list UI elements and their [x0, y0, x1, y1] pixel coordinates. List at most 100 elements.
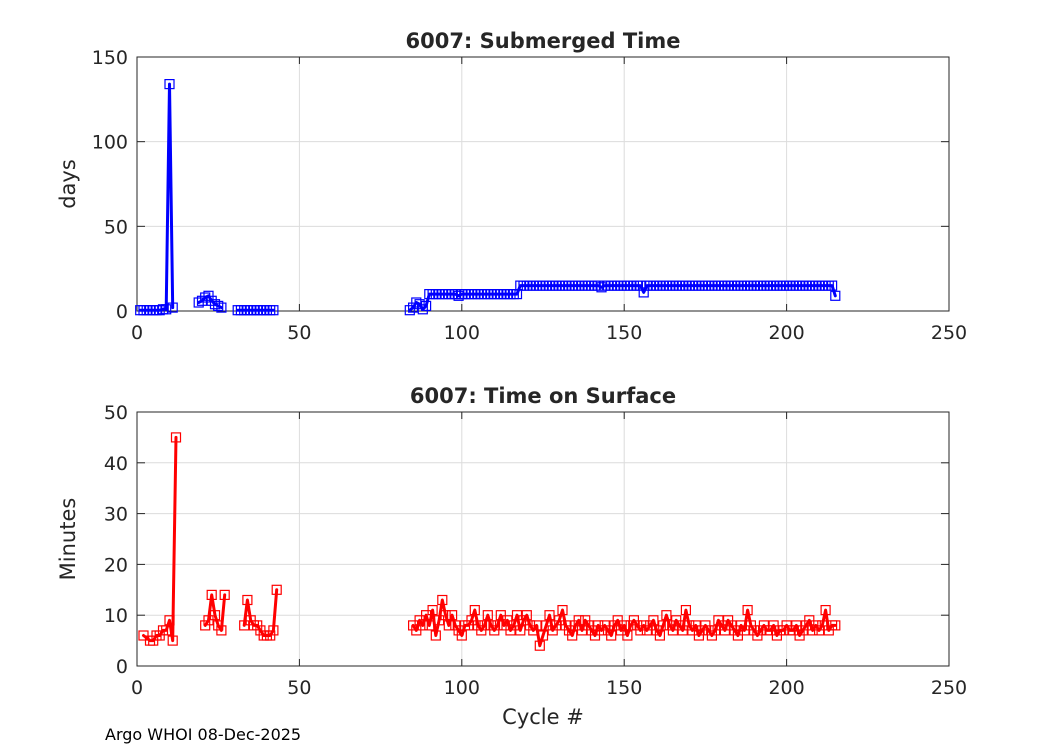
data-point [544, 610, 555, 621]
data-point [447, 610, 458, 621]
data-point [167, 302, 178, 313]
chart-title: 6007: Time on Surface [410, 384, 676, 408]
data-point [404, 305, 415, 316]
chart-title: 6007: Submerged Time [405, 29, 680, 53]
data-point [154, 305, 165, 316]
x-tick-label: 250 [931, 677, 967, 699]
data-point [430, 630, 441, 641]
data-point [625, 620, 636, 631]
data-point [242, 594, 253, 606]
data-point [830, 620, 841, 631]
data-point [161, 625, 172, 636]
data-point [635, 280, 646, 291]
data-point [453, 290, 464, 301]
data-point [209, 610, 221, 621]
data-point [200, 292, 211, 303]
data-point [411, 297, 422, 308]
data-point [648, 615, 659, 626]
y-tick-label: 100 [92, 132, 128, 154]
data-point [680, 604, 692, 616]
data-point [268, 305, 279, 316]
data-point [440, 610, 451, 621]
data-point [421, 300, 432, 311]
data-point [661, 610, 672, 621]
data-point [443, 620, 454, 631]
x-tick-label: 200 [768, 677, 804, 699]
x-axis-label: Cycle # [502, 705, 584, 729]
data-point [557, 604, 568, 616]
data-point [456, 630, 467, 641]
data-point [479, 620, 490, 631]
y-tick-label: 10 [104, 605, 128, 627]
y-tick-label: 50 [104, 216, 128, 238]
data-point [596, 282, 607, 293]
data-point [206, 295, 217, 306]
data-point [170, 432, 182, 443]
data-point [424, 620, 435, 631]
data-point [722, 615, 734, 626]
data-point [612, 615, 623, 626]
data-point [161, 304, 172, 315]
data-point [206, 589, 217, 601]
data-point [742, 604, 753, 616]
data-point [638, 287, 649, 298]
data-point [531, 620, 542, 631]
data-point [671, 615, 682, 626]
data-point [534, 640, 545, 651]
plot-area [137, 57, 949, 311]
footer-credit: Argo WHOI 08-Dec-2025 [105, 725, 302, 744]
data-point [463, 620, 474, 631]
data-point [167, 635, 178, 646]
data-point [593, 280, 604, 291]
y-tick-label: 30 [104, 504, 128, 526]
data-point [200, 620, 211, 631]
axes-frame [136, 56, 950, 312]
data-point [421, 610, 432, 621]
data-point [271, 584, 282, 595]
x-tick-label: 100 [444, 677, 480, 699]
data-point [245, 615, 256, 626]
data-point [830, 290, 841, 301]
data-point [466, 615, 477, 626]
x-tick-label: 0 [131, 677, 143, 699]
data-point [219, 589, 230, 601]
data-point [658, 620, 669, 631]
y-tick-label: 40 [104, 453, 128, 475]
data-point [550, 620, 562, 631]
x-tick-label: 100 [444, 322, 480, 344]
data-point [554, 615, 565, 626]
data-point [427, 604, 438, 616]
y-tick-label: 20 [104, 554, 128, 576]
data-point [408, 302, 419, 313]
data-point [417, 620, 428, 631]
x-tick-label: 150 [606, 677, 642, 699]
axes-frame [136, 411, 950, 667]
data-point [216, 625, 227, 636]
data-point [437, 594, 448, 606]
data-point [216, 302, 227, 313]
data-point [492, 620, 503, 631]
data-point [820, 604, 831, 616]
y-axis-label: days [56, 159, 80, 209]
data-point [213, 300, 224, 311]
y-tick-label: 0 [116, 301, 128, 323]
data-point [239, 620, 250, 631]
data-point [469, 604, 480, 616]
data-point [826, 280, 838, 291]
x-tick-label: 50 [287, 322, 311, 344]
y-axis-label: Minutes [56, 498, 80, 581]
data-point [619, 620, 630, 631]
data-point [713, 615, 724, 626]
submerged-time-chart: 0 50 100 150 200 250 0 50 100 150 6007: Submerged … [56, 29, 967, 344]
data-point [417, 304, 428, 315]
data-point [654, 630, 666, 641]
data-point [580, 615, 591, 626]
x-tick-label: 200 [768, 322, 804, 344]
data-point [622, 630, 633, 641]
surface-time-chart: 0 50 100 150 200 250 0 10 20 30 40 50 6007: Time on … [56, 384, 967, 729]
data-point [628, 615, 640, 626]
x-tick-label: 150 [606, 322, 642, 344]
x-tick-label: 0 [131, 322, 143, 344]
y-tick-label: 50 [104, 402, 128, 424]
